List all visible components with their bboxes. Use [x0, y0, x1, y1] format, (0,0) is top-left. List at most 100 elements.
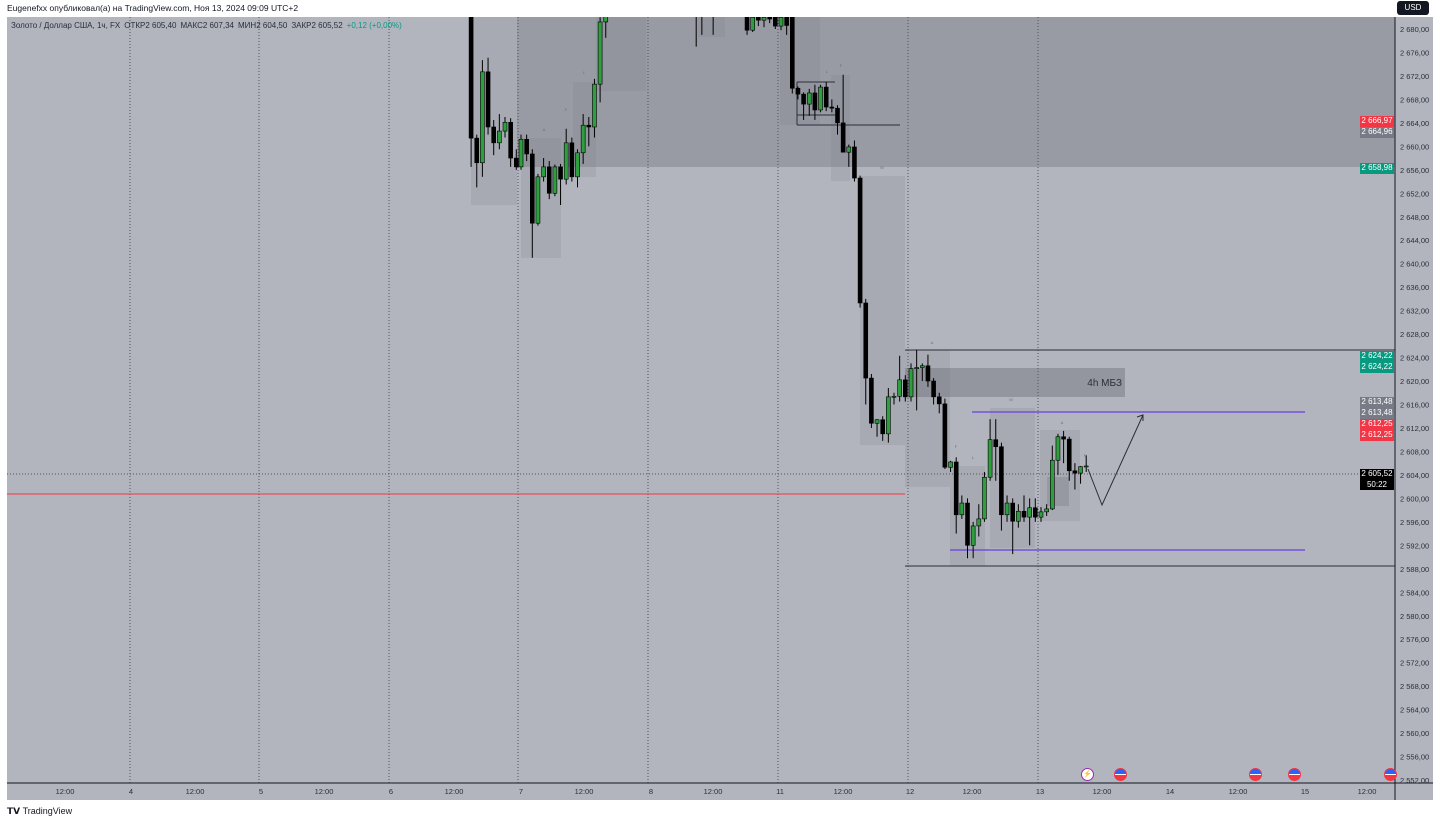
price-axis-label: 2 580,00 [1400, 612, 1429, 621]
structure-marker: L [583, 70, 586, 75]
candle [806, 88, 812, 116]
candles [468, 17, 1089, 559]
price-axis-label: 2 608,00 [1400, 447, 1429, 456]
price-axis-label: 2 616,00 [1400, 401, 1429, 410]
candle [846, 144, 852, 167]
time-axis-label: 15 [1301, 787, 1309, 796]
candle-body [744, 17, 750, 31]
candle-body [580, 124, 586, 154]
time-axis-label: 12:00 [1229, 787, 1248, 796]
candle [1078, 466, 1083, 484]
candle-body [1072, 470, 1078, 474]
candle-body [518, 138, 524, 168]
time-axis-label: 6 [389, 787, 393, 796]
candle [1038, 507, 1044, 522]
chart-canvas[interactable]: 4h МБЗ A F L F L M A F L M A F 2 680,00 2 676,00 2 672,… [7, 17, 1433, 800]
candle-body [919, 365, 925, 368]
structure-marker: F [840, 63, 843, 68]
price-axis-label: 2 604,00 [1400, 471, 1429, 480]
candle [823, 81, 829, 112]
legend-close: ЗАКР2 605,52 [291, 21, 343, 30]
price-axis-label: 2 660,00 [1400, 142, 1429, 151]
candle-body [491, 126, 497, 144]
candle [1044, 504, 1049, 516]
candle [767, 17, 772, 24]
tradingview-logo-text: TradingView [22, 806, 73, 816]
candle-body [569, 142, 575, 178]
us-flag-icon[interactable] [1114, 768, 1127, 781]
structure-marker: F [1084, 453, 1087, 458]
structure-marker: F [565, 107, 568, 112]
candle-body [982, 476, 987, 520]
us-flag-icon[interactable] [1384, 768, 1397, 781]
candle [701, 17, 703, 35]
legend-high: МАКС2 607,34 [180, 21, 235, 30]
chart-pane[interactable]: 4h МБЗ A F L F L M A F L M A F 2 680,00 2 676,00 2 672,… [7, 17, 1433, 800]
us-flag-icon[interactable] [1249, 768, 1262, 781]
candle [993, 419, 999, 481]
candle [953, 457, 959, 534]
structure-marker: L [972, 455, 975, 460]
time-axis-label: 11 [776, 787, 784, 796]
projection-path [1087, 414, 1144, 507]
candle [541, 158, 546, 182]
candle [575, 149, 580, 188]
price-axis-label: 2 640,00 [1400, 260, 1429, 269]
candle-body [1010, 502, 1016, 522]
legend-open: ОТКР2 605,40 [124, 21, 177, 30]
candle-body [541, 166, 546, 178]
candle-body [863, 302, 869, 379]
candle [999, 442, 1004, 531]
candle [959, 495, 965, 519]
tradingview-logo[interactable]: 𝗧𝗩 TradingView [7, 806, 72, 817]
candle-body [908, 368, 914, 398]
candle-body [914, 367, 919, 369]
candle [750, 17, 756, 32]
lightning-icon[interactable]: ⚡ [1081, 768, 1094, 781]
candle [874, 419, 880, 437]
legend-change: +0,12 (+0,00%) [346, 21, 402, 30]
candle-body [993, 439, 999, 448]
price-axis-label: 2 584,00 [1400, 588, 1429, 597]
candle [1050, 445, 1055, 511]
candle [948, 460, 953, 472]
candle [1033, 498, 1038, 522]
candle [558, 163, 563, 206]
candle-body [902, 379, 908, 398]
candle [942, 398, 948, 470]
price-axis-label: 2 668,00 [1400, 95, 1429, 104]
candle [801, 92, 806, 120]
structure-marker: M [1009, 397, 1012, 402]
candle-body [552, 166, 558, 194]
legend-symbol[interactable]: Золото / Доллар США, 1ч, FX [11, 21, 121, 30]
arrowhead-icon [1136, 414, 1144, 421]
candle [513, 149, 519, 170]
us-flag-icon[interactable] [1288, 768, 1301, 781]
candle [965, 498, 970, 559]
candle-body [784, 17, 789, 26]
structure-marker: F [955, 444, 958, 449]
candle [592, 78, 597, 138]
candle-body [750, 17, 756, 31]
candle [586, 117, 592, 147]
candle-body [852, 146, 857, 179]
currency-button[interactable]: USD [1397, 1, 1429, 15]
candle-body [869, 377, 874, 424]
candle-body [1044, 508, 1049, 513]
structure-marker: A [1061, 420, 1064, 425]
candle [857, 175, 863, 308]
time-axis-label: 14 [1166, 787, 1174, 796]
candle [508, 118, 513, 167]
candle-body [586, 124, 592, 128]
candle-body [1055, 436, 1061, 461]
legend-low: МИН2 604,50 [238, 21, 288, 30]
candle [914, 349, 919, 411]
candle-body [1066, 438, 1072, 472]
candle-body [508, 121, 513, 159]
candle [778, 17, 784, 31]
candle-body [936, 396, 942, 405]
candle [970, 521, 976, 559]
time-axis-label: 5 [259, 787, 263, 796]
price-axis-label: 2 652,00 [1400, 189, 1429, 198]
price-tag: 2 612,25 [1360, 419, 1394, 430]
